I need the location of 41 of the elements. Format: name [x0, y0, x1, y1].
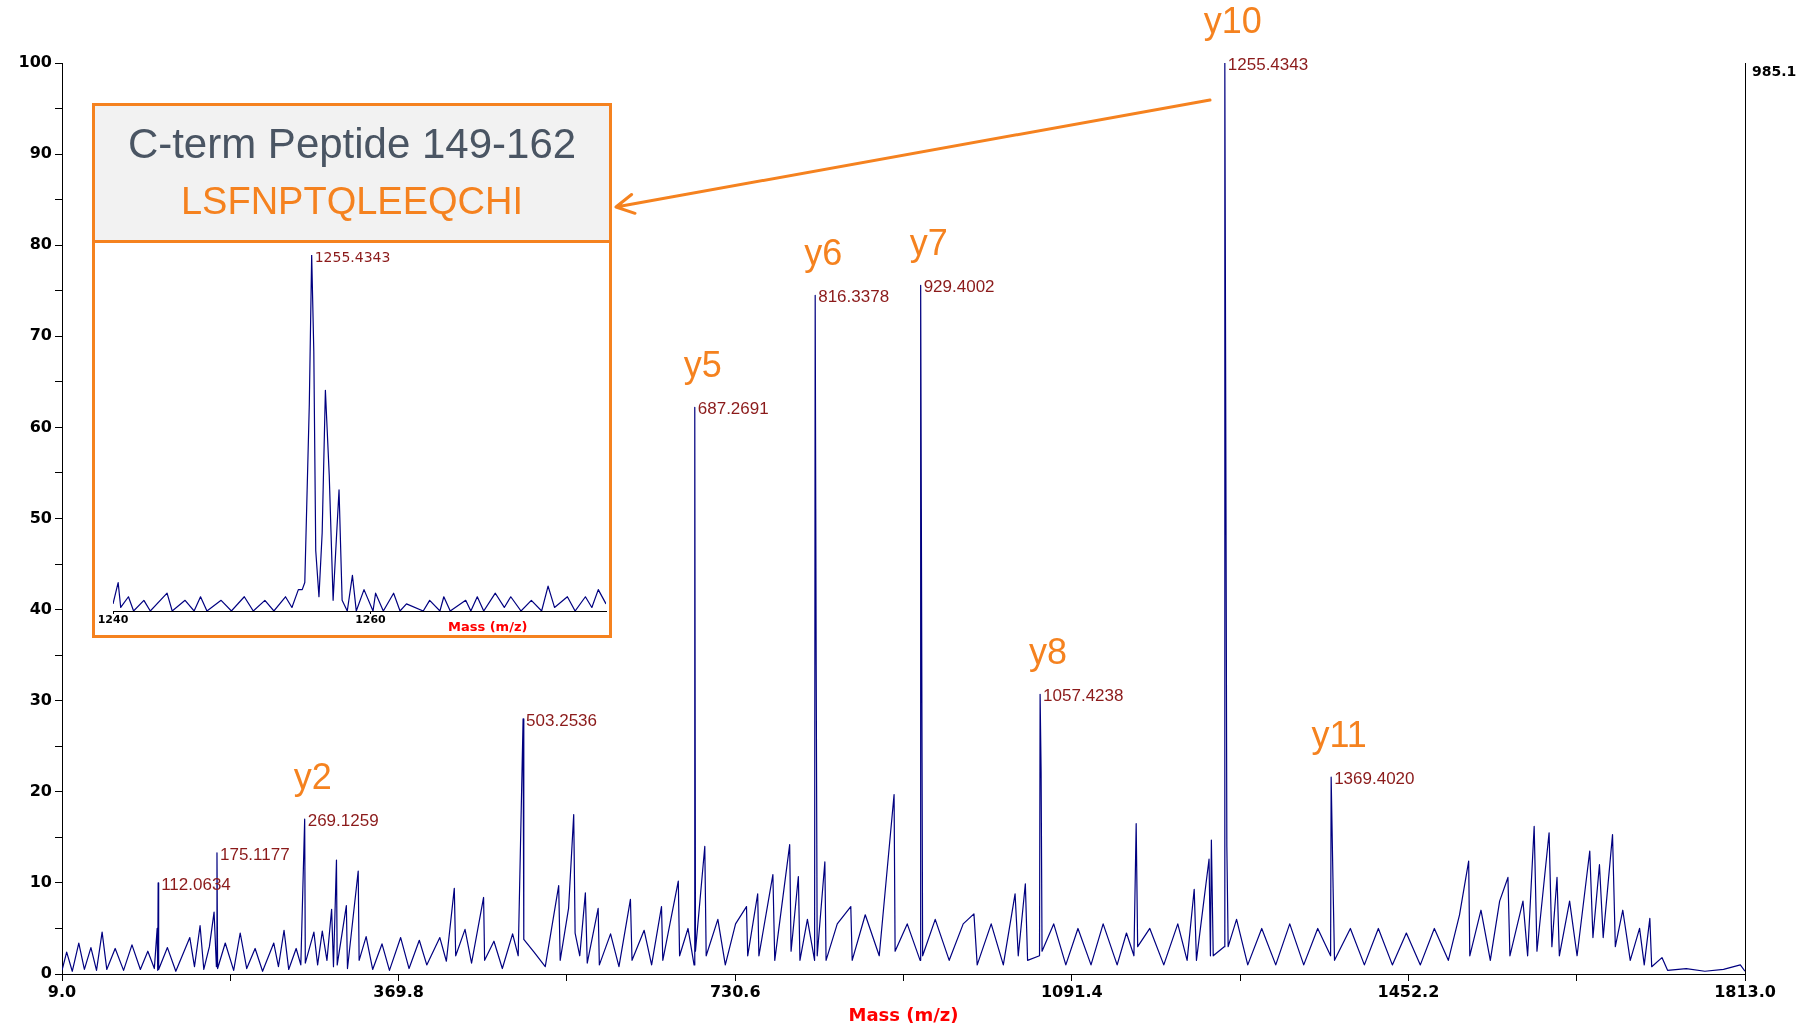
x-tick-label: 1240 — [97, 613, 129, 627]
y-tick-label: 40 — [29, 598, 52, 618]
x-tick-label: 1260 — [355, 613, 387, 627]
annotation: y7 — [909, 222, 948, 264]
annotation: 816.3378 — [818, 286, 890, 306]
annotation: 1255.4343 — [314, 248, 391, 265]
annotation: 687.2691 — [697, 399, 769, 419]
y-tick-label: 10 — [29, 872, 52, 892]
x-tick-label: 9.0 — [47, 981, 77, 1001]
annotation: 269.1259 — [307, 810, 379, 830]
x-tick-label: 730.6 — [709, 981, 761, 1001]
x-tick-label: 1452.2 — [1377, 981, 1440, 1001]
text: LSFNPTQLEEQCHI — [179, 179, 525, 225]
y-tick-label: 100 — [18, 52, 52, 72]
annotation: 1057.4238 — [1043, 686, 1124, 706]
y-tick-label: 50 — [29, 507, 52, 527]
y-tick-label: 90 — [29, 143, 52, 163]
annotation: y5 — [683, 344, 722, 386]
x-tick-label: 369.8 — [373, 981, 424, 1001]
x-axis-title: Mass (m/z) — [848, 1003, 959, 1025]
x-tick-label: 1813.0 — [1714, 981, 1776, 1001]
y-tick-label: 30 — [29, 689, 52, 709]
x-axis-title: Mass (m/z) — [447, 619, 528, 635]
annotation: y11 — [1311, 714, 1367, 756]
y-tick-label: 80 — [29, 234, 52, 254]
annotation: 1369.4020 — [1334, 768, 1415, 788]
annotation: y2 — [293, 756, 332, 798]
text: 985.1 — [1752, 62, 1797, 79]
annotation: 503.2536 — [526, 710, 598, 730]
annotation: y10 — [1203, 0, 1262, 41]
annotation: y6 — [804, 232, 843, 274]
y-tick-label: 70 — [29, 325, 52, 345]
y-tick-label: 20 — [29, 780, 52, 800]
text: C-term Peptide 149-162 — [126, 118, 578, 169]
annotation: 1255.4343 — [1227, 54, 1309, 74]
annotation: y8 — [1029, 631, 1068, 673]
annotation: 175.1177 — [219, 844, 290, 864]
y-tick-label: 0 — [40, 963, 52, 983]
x-tick-label: 1091.4 — [1040, 981, 1103, 1001]
annotation: 929.4002 — [923, 276, 995, 296]
y-tick-label: 60 — [29, 416, 52, 436]
